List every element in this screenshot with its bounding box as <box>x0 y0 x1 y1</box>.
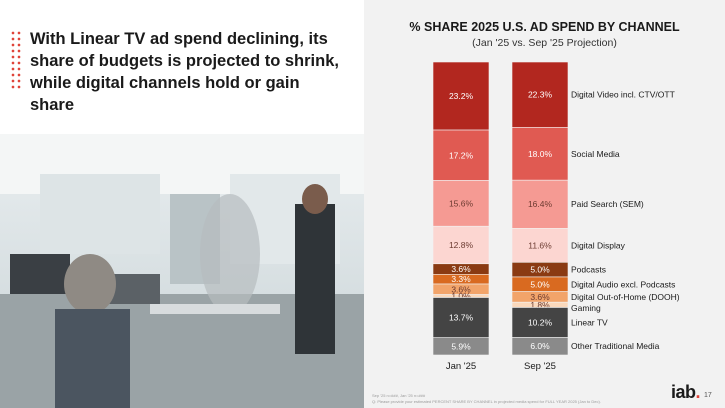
data-label: 3.3% <box>451 274 471 284</box>
footnote-sample: Sep '25 n=###, Jan '25 n=### <box>372 393 426 398</box>
iab-logo: iab. <box>671 382 700 403</box>
data-label: 1.0% <box>451 291 471 301</box>
data-label: 5.9% <box>451 341 471 351</box>
legend-label: Social Media <box>571 149 620 159</box>
bar-segment <box>511 307 569 338</box>
bar-segment <box>432 180 490 227</box>
data-label: 12.8% <box>449 240 474 250</box>
bar-segment <box>511 61 569 128</box>
bar-segment <box>432 61 490 131</box>
headline: With Linear TV ad spend declining, its s… <box>30 30 339 114</box>
bar-segment <box>511 127 569 181</box>
legend-label: Linear TV <box>571 317 608 327</box>
bar-segment <box>432 297 490 338</box>
logo-dot: . <box>695 382 701 402</box>
data-label: 23.2% <box>449 91 474 101</box>
data-label: 17.2% <box>449 150 474 160</box>
legend-label: Digital Audio excl. Podcasts <box>571 279 675 289</box>
bar-segment <box>511 179 569 229</box>
data-label: 15.6% <box>449 198 474 208</box>
legend-label: Digital Video incl. CTV/OTT <box>571 90 675 100</box>
data-label: 10.2% <box>528 317 553 327</box>
legend-label: Podcasts <box>571 265 606 275</box>
bar-segment <box>511 337 569 356</box>
data-label: 5.0% <box>530 265 550 275</box>
data-label: 5.0% <box>530 279 550 289</box>
logo-text: iab <box>671 382 696 402</box>
bar-segment <box>511 227 569 263</box>
legend-label: Paid Search (SEM) <box>571 199 644 209</box>
data-label: 3.6% <box>530 292 550 302</box>
data-label: 6.0% <box>530 341 550 351</box>
data-label: 22.3% <box>528 90 553 100</box>
bar-segment <box>432 129 490 181</box>
data-label: 3.6% <box>451 284 471 294</box>
data-label: 11.6% <box>528 240 552 250</box>
decorative-dot-grid <box>10 30 22 90</box>
legend-label: Digital Display <box>571 240 626 250</box>
bar-segment <box>432 337 490 356</box>
chart-subtitle: (Jan '25 vs. Sep '25 Projection) <box>472 37 617 49</box>
data-label: 13.7% <box>449 313 474 323</box>
chart-title: % SHARE 2025 U.S. AD SPEND BY CHANNEL <box>409 20 680 34</box>
data-label: 3.6% <box>451 264 471 274</box>
stacked-bar-chart: 23.2%17.2%15.6%12.8%3.6%3.3%3.6%1.0%13.7… <box>432 61 680 372</box>
page-number: 17 <box>704 392 712 399</box>
office-photo <box>0 134 364 408</box>
data-label: 1.8% <box>530 300 550 310</box>
bar-segment <box>432 225 490 265</box>
footnote-question: Q: Please provide your estimated PERCENT… <box>372 399 601 404</box>
x-tick-label: Jan '25 <box>446 361 476 372</box>
data-label: 18.0% <box>528 149 553 159</box>
data-label: 16.4% <box>528 199 553 209</box>
legend-label: Digital Out-of-Home (DOOH) <box>571 292 680 302</box>
legend-label: Gaming <box>571 303 601 313</box>
legend-label: Other Traditional Media <box>571 341 660 351</box>
x-tick-label: Sep '25 <box>524 361 556 372</box>
